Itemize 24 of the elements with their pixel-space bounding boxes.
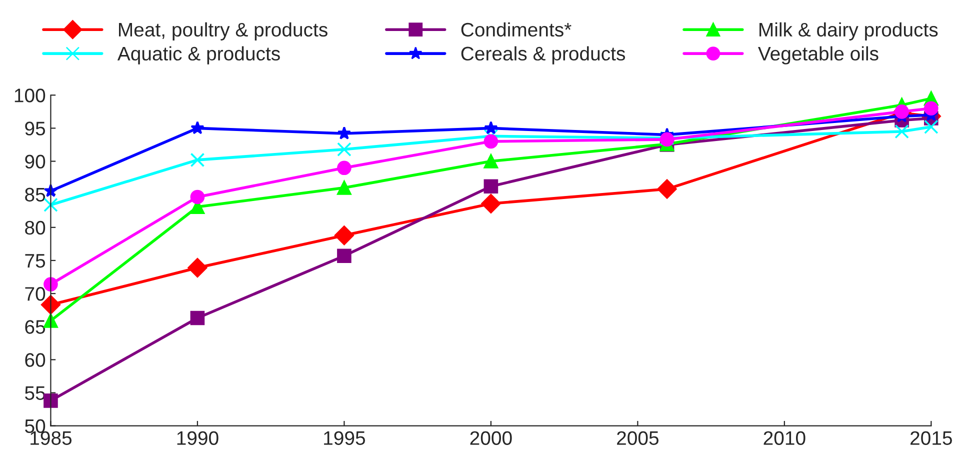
legend-label: Condiments*	[461, 22, 572, 37]
legend-label: Meat, poultry & products	[118, 22, 328, 40]
x-tick-label: 1990	[177, 431, 218, 445]
y-tick-label: 65	[25, 320, 46, 334]
x-tick-label: 1985	[30, 431, 72, 445]
legend-label: Aquatic & products	[117, 46, 280, 64]
y-tick-label: 55	[25, 386, 46, 400]
x-tick-label: 2000	[470, 431, 512, 445]
x-tick-label: 1995	[324, 431, 366, 445]
y-tick-label: 90	[25, 154, 46, 169]
y-tick-label: 100	[14, 88, 46, 102]
y-tick-label: 60	[25, 353, 46, 367]
y-tick-label: 80	[25, 220, 46, 235]
y-tick-label: 70	[25, 287, 46, 301]
y-tick-label: 95	[25, 122, 46, 136]
legend-label: Milk & dairy products	[760, 22, 938, 40]
y-tick-label: 75	[25, 254, 46, 268]
y-tick-label: 50	[25, 419, 46, 434]
y-tick-label: 85	[25, 188, 46, 202]
x-tick-label: 2015	[910, 431, 952, 445]
x-tick-label: 2010	[764, 431, 806, 445]
x-tick-label: 2005	[617, 431, 658, 445]
legend-label: Cereals & products	[461, 46, 626, 64]
legend-label: Vegetable oils	[758, 46, 878, 64]
